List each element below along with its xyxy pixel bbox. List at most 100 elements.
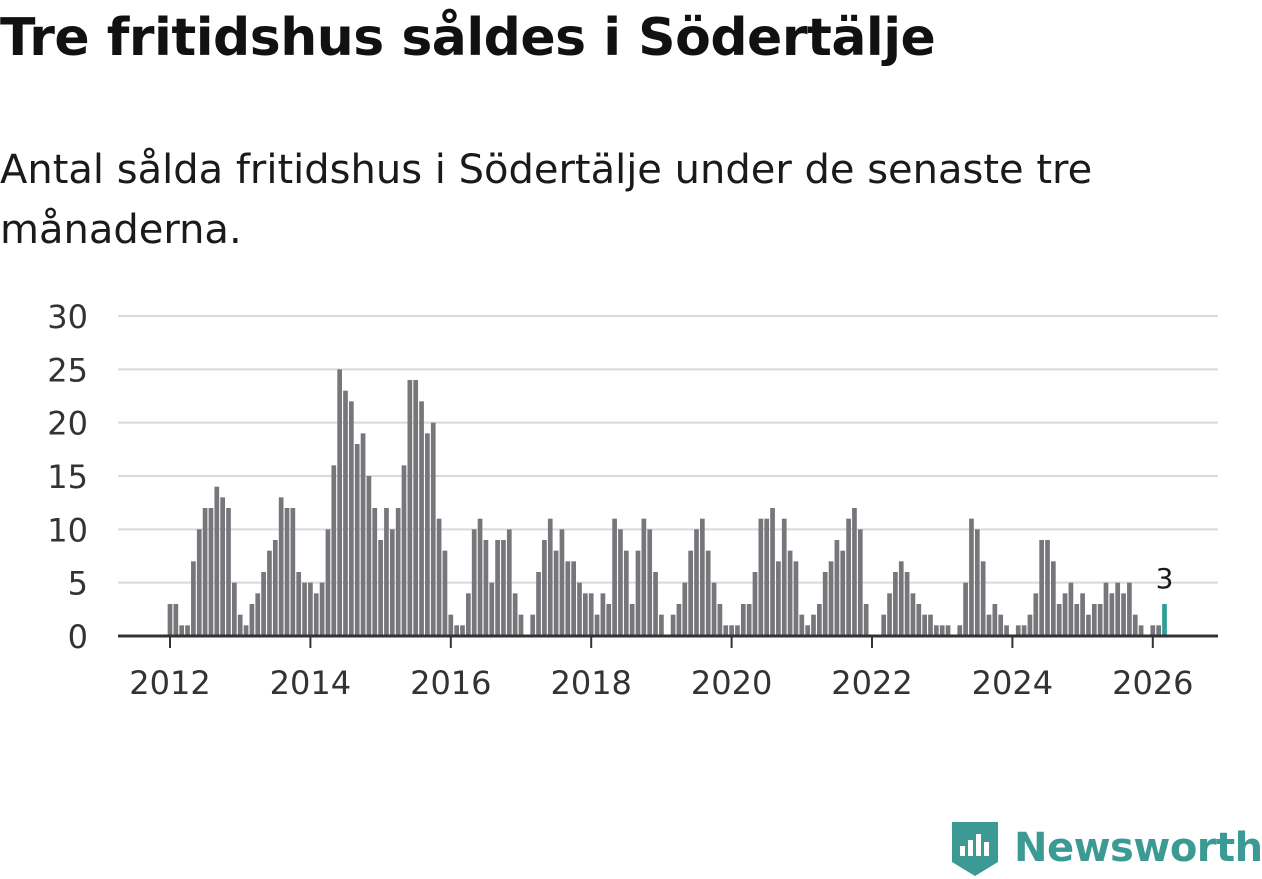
bar	[618, 529, 623, 636]
bar	[694, 529, 699, 636]
bar	[343, 390, 348, 636]
bar	[518, 614, 524, 636]
bar	[243, 625, 249, 636]
x-tick-label: 2018	[550, 664, 631, 702]
bar	[495, 540, 500, 636]
bar	[811, 614, 816, 636]
bar	[904, 572, 910, 636]
highlight-bar	[1162, 604, 1167, 636]
bar	[389, 529, 395, 636]
bar	[641, 518, 647, 636]
bar	[395, 508, 401, 636]
x-tick-label: 2016	[410, 664, 491, 702]
bar	[764, 518, 770, 636]
bar	[191, 561, 196, 636]
bar	[255, 593, 261, 636]
bar	[740, 604, 746, 636]
bar	[401, 465, 407, 636]
bar	[313, 593, 319, 636]
bar	[337, 369, 342, 636]
bar	[682, 582, 688, 636]
bar	[319, 582, 325, 636]
bar	[863, 604, 869, 636]
bar	[430, 422, 436, 636]
bar	[1115, 582, 1121, 636]
bar	[272, 540, 278, 636]
bar	[916, 604, 922, 636]
bar	[1097, 604, 1103, 636]
bar	[1150, 625, 1156, 636]
y-tick-label: 30	[47, 298, 88, 336]
bar	[659, 614, 664, 636]
bar	[834, 540, 840, 636]
bar	[559, 529, 565, 636]
bar-chart-badge-icon	[952, 822, 998, 876]
bar	[308, 582, 313, 636]
bar	[922, 614, 927, 636]
bar	[547, 518, 553, 636]
bar	[746, 604, 752, 636]
bar	[1033, 593, 1039, 636]
bar	[939, 625, 945, 636]
bar	[752, 572, 758, 636]
bar	[208, 508, 214, 636]
bar	[828, 561, 834, 636]
bar	[471, 529, 477, 636]
bar	[302, 582, 307, 636]
bar	[1062, 593, 1068, 636]
bar	[910, 593, 916, 636]
brand-logo: Newsworthy	[950, 818, 1262, 878]
bar	[1015, 625, 1021, 636]
bar	[1074, 604, 1080, 636]
bar	[898, 561, 904, 636]
bar	[846, 518, 851, 636]
bar	[179, 625, 185, 636]
bar	[226, 508, 231, 636]
bar	[986, 614, 992, 636]
bar	[577, 582, 582, 636]
bar	[232, 582, 237, 636]
chart-subtitle: Antal sålda fritidshus i Södertälje unde…	[0, 147, 1093, 253]
bar	[173, 604, 179, 636]
bar	[723, 625, 729, 636]
bar	[553, 550, 559, 636]
bar	[992, 604, 998, 636]
bar	[963, 582, 968, 636]
bar	[770, 508, 775, 636]
bar	[688, 550, 693, 636]
bar	[1156, 625, 1161, 636]
bar	[1086, 614, 1091, 636]
bar	[442, 550, 448, 636]
bar	[360, 433, 366, 636]
bar	[413, 380, 419, 636]
x-tick-label: 2020	[691, 664, 772, 702]
bar	[928, 614, 933, 636]
bar	[477, 518, 483, 636]
bar	[501, 540, 506, 636]
bar	[793, 561, 799, 636]
bar	[887, 593, 892, 636]
bar	[325, 529, 331, 636]
x-tick-label: 2012	[129, 664, 210, 702]
bar	[1109, 593, 1115, 636]
bar	[711, 582, 717, 636]
bar	[196, 529, 202, 636]
bar	[425, 433, 430, 636]
bar	[354, 444, 360, 636]
chart-title: Tre fritidshus såldes i Södertälje	[0, 8, 936, 68]
bar	[448, 614, 454, 636]
bar	[799, 614, 805, 636]
bar	[735, 625, 740, 636]
bar	[594, 614, 600, 636]
bar	[600, 593, 606, 636]
bar	[1021, 625, 1027, 636]
bar	[460, 625, 465, 636]
bar	[588, 593, 594, 636]
bar	[623, 550, 629, 636]
bar	[290, 508, 296, 636]
bar	[571, 561, 576, 636]
bar	[284, 508, 290, 636]
bar	[1132, 614, 1138, 636]
bar	[261, 572, 266, 636]
